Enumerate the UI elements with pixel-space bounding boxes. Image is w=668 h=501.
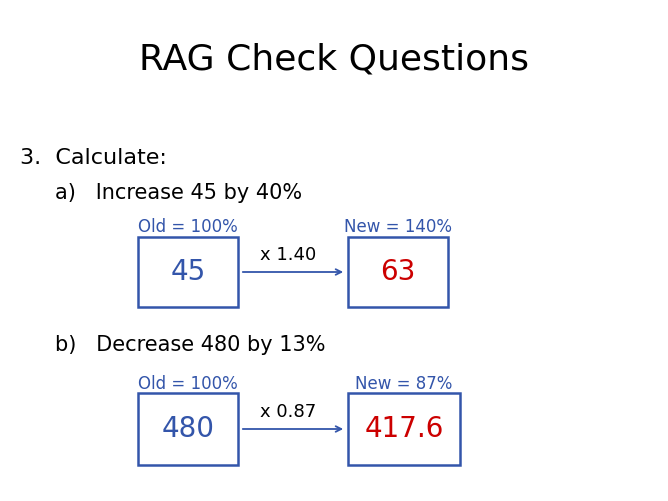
Text: x 0.87: x 0.87 [260,403,316,421]
Bar [138,237,238,307]
Text: 3.  Calculate:: 3. Calculate: [20,148,167,168]
Text: New = 140%: New = 140% [344,218,452,236]
Bar [348,393,460,465]
Text: 63: 63 [380,258,415,286]
Text: RAG Check Questions: RAG Check Questions [139,42,529,76]
Text: Old = 100%: Old = 100% [138,375,238,393]
Text: 480: 480 [162,415,214,443]
Text: a)   Increase 45 by 40%: a) Increase 45 by 40% [55,183,302,203]
Text: New = 87%: New = 87% [355,375,453,393]
Text: 417.6: 417.6 [364,415,444,443]
Bar [138,393,238,465]
Text: b)   Decrease 480 by 13%: b) Decrease 480 by 13% [55,335,325,355]
Text: 45: 45 [170,258,206,286]
Text: x 1.40: x 1.40 [260,246,316,264]
Bar [348,237,448,307]
Text: Old = 100%: Old = 100% [138,218,238,236]
